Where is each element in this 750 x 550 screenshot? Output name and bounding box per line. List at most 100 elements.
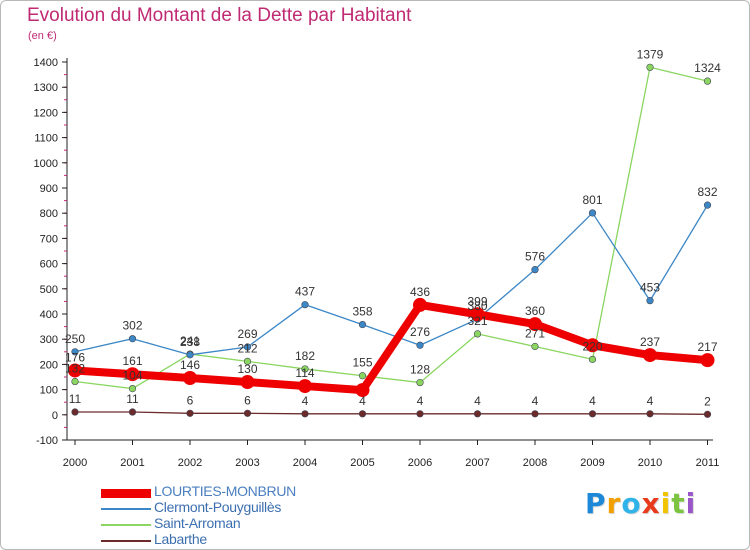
y-tick-label: 1100 — [34, 133, 58, 145]
legend-swatch — [101, 524, 151, 526]
data-point-clermont-pouyguilles — [646, 297, 654, 305]
data-point-clermont-pouyguilles — [703, 201, 712, 209]
data-label-saint-arroman: 212 — [237, 341, 257, 355]
data-label-saint-arroman: 241 — [180, 334, 200, 348]
data-point-clermont-pouyguilles — [358, 320, 367, 329]
logo-letter: x — [641, 487, 661, 520]
data-label-labarthe: 4 — [302, 394, 309, 408]
data-label-labarthe: 2 — [704, 394, 711, 408]
chart-title: Evolution du Montant de la Dette par Hab… — [27, 5, 412, 26]
data-label-saint-arroman: 182 — [295, 349, 315, 363]
x-tick-label: 2011 — [696, 457, 720, 469]
y-tick-label: 900 — [40, 183, 58, 195]
data-label-saint-arroman: 132 — [65, 362, 85, 376]
data-point-clermont-pouyguilles — [416, 341, 424, 349]
data-label-lourties-monbrun: 436 — [410, 285, 430, 299]
data-point-lourties-monbrun — [298, 379, 312, 394]
data-point-labarthe — [473, 410, 482, 418]
data-label-saint-arroman: 155 — [352, 356, 372, 370]
data-point-saint-arroman — [301, 365, 309, 373]
data-point-labarthe — [186, 409, 194, 417]
y-tick-label: 1000 — [34, 158, 58, 170]
data-label-labarthe: 4 — [474, 394, 481, 408]
data-label-labarthe: 6 — [244, 393, 251, 407]
data-point-saint-arroman — [243, 357, 252, 365]
y-tick-label: 1400 — [34, 57, 58, 69]
y-tick-label: 700 — [40, 233, 58, 245]
data-point-lourties-monbrun — [125, 367, 140, 382]
data-label-labarthe: 4 — [359, 394, 366, 408]
data-point-lourties-monbrun — [585, 338, 600, 353]
data-point-clermont-pouyguilles — [531, 266, 539, 274]
data-label-lourties-monbrun: 114 — [295, 366, 314, 380]
logo-letter: t — [671, 487, 686, 520]
data-label-labarthe: 4 — [647, 394, 654, 408]
data-label-clermont-pouyguilles: 576 — [525, 250, 545, 264]
data-label-saint-arroman: 220 — [582, 339, 602, 353]
data-label-saint-arroman: 321 — [467, 314, 487, 328]
data-label-saint-arroman: 128 — [410, 363, 430, 377]
x-tick-label: 2005 — [350, 457, 374, 469]
x-tick-label: 2007 — [465, 457, 489, 469]
legend-swatch — [101, 508, 151, 510]
data-point-saint-arroman — [71, 377, 79, 386]
series-line-clermont-pouyguilles — [74, 204, 709, 356]
x-tick-label: 2000 — [63, 457, 87, 469]
data-point-clermont-pouyguilles — [301, 301, 309, 309]
logo-letter: o — [621, 487, 642, 520]
data-label-lourties-monbrun: 130 — [237, 362, 257, 376]
data-point-labarthe — [243, 409, 252, 417]
data-point-clermont-pouyguilles — [243, 343, 252, 351]
legend-label: Labarthe — [154, 531, 207, 547]
y-tick-label: 800 — [40, 208, 58, 220]
x-tick-label: 2004 — [293, 457, 317, 469]
series-line-labarthe — [74, 411, 709, 415]
logo-letter: i — [685, 487, 697, 520]
data-label-lourties-monbrun: 237 — [640, 335, 660, 349]
data-label-saint-arroman: 1379 — [637, 47, 664, 61]
data-label-labarthe: 4 — [532, 394, 539, 408]
data-label-labarthe: 6 — [187, 393, 194, 407]
proxiti-logo: Proxiti — [585, 487, 696, 520]
data-label-clermont-pouyguilles: 302 — [122, 319, 142, 333]
data-point-labarthe — [71, 408, 79, 416]
data-point-clermont-pouyguilles — [588, 209, 597, 217]
data-point-saint-arroman — [703, 77, 712, 85]
data-point-labarthe — [703, 410, 712, 418]
y-tick-label: 0 — [52, 410, 58, 422]
data-point-labarthe — [646, 410, 654, 418]
data-label-clermont-pouyguilles: 238 — [180, 335, 200, 349]
series-layer — [68, 63, 715, 418]
y-tick-label: 600 — [40, 259, 58, 271]
legend-swatch — [101, 540, 151, 542]
data-label-saint-arroman: 1324 — [694, 61, 721, 75]
data-label-clermont-pouyguilles: 276 — [410, 325, 430, 339]
data-label-clermont-pouyguilles: 801 — [582, 193, 602, 207]
data-point-lourties-monbrun — [700, 353, 715, 368]
data-label-clermont-pouyguilles: 250 — [65, 332, 85, 346]
data-label-lourties-monbrun: 399 — [467, 294, 487, 308]
data-point-labarthe — [358, 410, 367, 418]
data-point-labarthe — [531, 410, 539, 418]
y-tick-label: -100 — [36, 435, 58, 447]
data-label-clermont-pouyguilles: 269 — [237, 327, 257, 341]
logo-letter: i — [660, 487, 672, 520]
data-point-saint-arroman — [473, 330, 482, 338]
data-point-lourties-monbrun — [355, 383, 370, 398]
data-point-lourties-monbrun — [183, 371, 197, 386]
data-point-lourties-monbrun — [240, 375, 255, 390]
data-point-saint-arroman — [128, 384, 137, 393]
data-point-saint-arroman — [646, 63, 654, 71]
data-label-clermont-pouyguilles: 380 — [467, 299, 487, 313]
x-tick-label: 2006 — [408, 457, 432, 469]
x-tick-label: 2001 — [120, 457, 144, 469]
x-tick-label: 2009 — [580, 457, 604, 469]
data-point-labarthe — [128, 408, 137, 416]
data-label-clermont-pouyguilles: 358 — [352, 305, 372, 319]
data-point-lourties-monbrun — [68, 363, 82, 378]
y-tick-label: 200 — [40, 359, 58, 371]
chart-axes: -100 0 100 200 300 400 500 600 700 800 900 1000 1100… — [34, 57, 720, 469]
legend-label: LOURTIES-MONBRUN — [154, 483, 296, 499]
